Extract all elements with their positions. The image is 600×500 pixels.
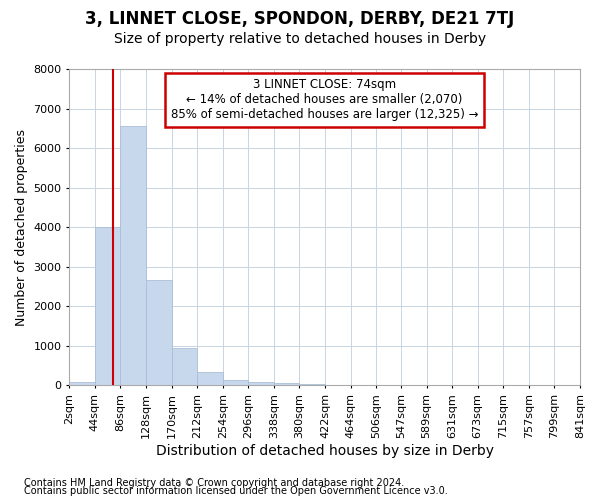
Bar xyxy=(223,380,248,385)
Bar xyxy=(197,372,223,385)
Bar xyxy=(121,126,146,385)
Y-axis label: Number of detached properties: Number of detached properties xyxy=(15,128,28,326)
Text: 3 LINNET CLOSE: 74sqm
← 14% of detached houses are smaller (2,070)
85% of semi-d: 3 LINNET CLOSE: 74sqm ← 14% of detached … xyxy=(171,78,478,122)
Bar xyxy=(248,382,274,385)
Bar xyxy=(70,382,95,385)
Bar xyxy=(299,384,325,385)
Text: 3, LINNET CLOSE, SPONDON, DERBY, DE21 7TJ: 3, LINNET CLOSE, SPONDON, DERBY, DE21 7T… xyxy=(85,10,515,28)
Bar xyxy=(172,348,197,385)
Bar xyxy=(95,227,121,385)
Text: Contains public sector information licensed under the Open Government Licence v3: Contains public sector information licen… xyxy=(24,486,448,496)
X-axis label: Distribution of detached houses by size in Derby: Distribution of detached houses by size … xyxy=(155,444,494,458)
Bar xyxy=(274,383,299,385)
Bar xyxy=(146,280,172,385)
Text: Contains HM Land Registry data © Crown copyright and database right 2024.: Contains HM Land Registry data © Crown c… xyxy=(24,478,404,488)
Text: Size of property relative to detached houses in Derby: Size of property relative to detached ho… xyxy=(114,32,486,46)
